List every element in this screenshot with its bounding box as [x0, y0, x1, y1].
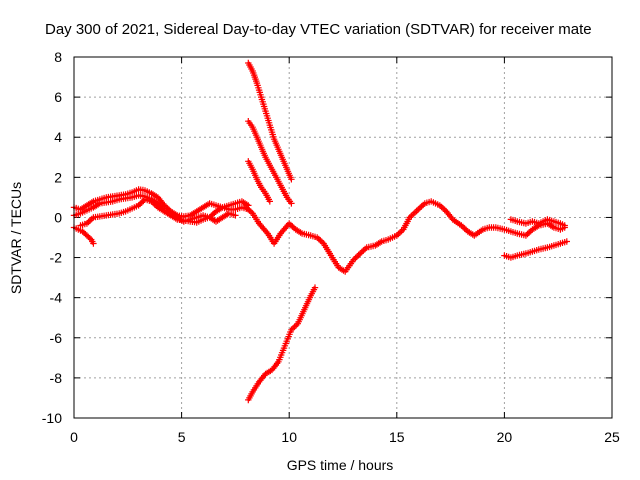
- y-tick-label: 2: [54, 169, 62, 185]
- data-point-markers: [507, 216, 568, 229]
- data-point-markers: [70, 224, 97, 247]
- data-point-markers: [245, 158, 273, 205]
- series-track-8: [245, 59, 295, 183]
- data-point-markers: [245, 284, 319, 404]
- series-track-4: [77, 196, 239, 229]
- data-point-markers: [245, 118, 295, 207]
- x-tick-label: 5: [178, 429, 186, 445]
- y-tick-label: -2: [50, 250, 63, 266]
- data-series: [70, 59, 570, 404]
- series-track-5: [243, 198, 568, 275]
- data-point-markers: [77, 196, 239, 229]
- y-tick-label: 4: [54, 129, 62, 145]
- x-axis-label: GPS time / hours: [287, 457, 394, 473]
- chart-title: Day 300 of 2021, Sidereal Day-to-day VTE…: [45, 21, 592, 38]
- data-point-markers: [243, 198, 568, 275]
- y-tick-label: 0: [54, 209, 62, 225]
- y-tick-label: -8: [50, 370, 63, 386]
- grid: [74, 57, 612, 418]
- data-point-markers: [245, 59, 295, 183]
- y-tick-label: -4: [50, 290, 63, 306]
- axis-ticks: 0 5 10 15 20 25 -10 -8 -6 -4 -2 0 2 4 6 8: [42, 49, 620, 445]
- y-tick-label: -10: [42, 410, 62, 426]
- y-tick-label: 8: [54, 49, 62, 65]
- x-tick-label: 20: [497, 429, 513, 445]
- x-tick-label: 15: [389, 429, 405, 445]
- y-axis-label: SDTVAR / TECUs: [8, 182, 24, 294]
- data-point-markers: [501, 238, 570, 261]
- series-track-3: [70, 224, 97, 247]
- plot-frame: [73, 56, 613, 419]
- y-tick-label: -6: [50, 330, 63, 346]
- series-track-10: [245, 158, 273, 205]
- x-tick-label: 25: [604, 429, 620, 445]
- y-tick-label: 6: [54, 89, 62, 105]
- series-track-9: [245, 118, 295, 207]
- x-tick-label: 10: [281, 429, 297, 445]
- series-track-6: [501, 238, 570, 261]
- series-track-11: [245, 284, 319, 404]
- series-track-7: [507, 216, 568, 229]
- x-tick-label: 0: [70, 429, 78, 445]
